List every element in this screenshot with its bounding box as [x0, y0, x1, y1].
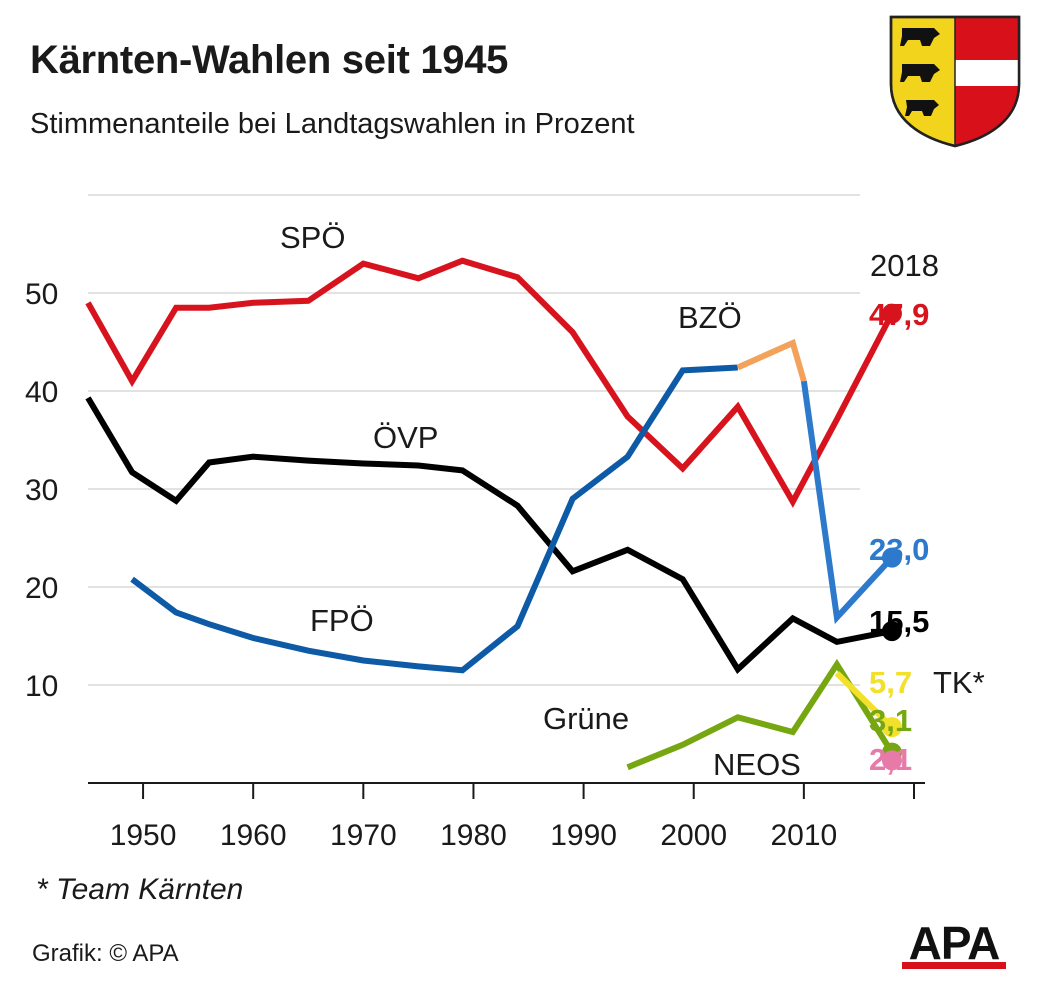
series-line [85, 396, 893, 674]
end-value-label: 15,5 [869, 604, 929, 639]
series-line [834, 671, 895, 730]
apa-logo-bar [902, 962, 1006, 969]
series-name-label: ÖVP [373, 420, 438, 455]
end-value-label: 3,1 [869, 703, 912, 738]
series-name-label: SPÖ [280, 220, 345, 255]
y-tick-label: 40 [25, 376, 58, 409]
x-tick-label: 1980 [440, 819, 507, 852]
x-tick-label: 1950 [110, 819, 177, 852]
series-line [736, 338, 807, 383]
chart-subtitle: Stimmenanteile bei Landtagswahlen in Pro… [30, 108, 635, 140]
apa-logo-text: APA [908, 917, 1001, 969]
series-line [85, 257, 895, 508]
x-tick-label: 1970 [330, 819, 397, 852]
y-tick-label: 30 [25, 474, 58, 507]
y-tick-label: 20 [25, 572, 58, 605]
end-point-dot [881, 303, 902, 324]
series-name-label: BZÖ [678, 300, 742, 335]
series-line [130, 364, 738, 674]
chart-title: Kärnten-Wahlen seit 1945 [30, 38, 509, 82]
y-tick-label: 50 [25, 278, 58, 311]
series-name-label: FPÖ [310, 603, 374, 638]
x-tick-label: 1990 [550, 819, 617, 852]
carinthia-coat-of-arms-icon [889, 15, 1021, 148]
end-point-dot [881, 750, 902, 771]
source-credit: Grafik: © APA [32, 940, 179, 967]
apa-logo: APA [898, 917, 1010, 970]
end-value-label: 47,9 [869, 297, 929, 332]
end-value-label: 5,7 [869, 665, 912, 700]
end-point-dot [881, 621, 902, 642]
series-name-label: TK* [933, 665, 985, 700]
y-tick-label: 10 [25, 670, 58, 703]
end-point-dot [881, 717, 902, 738]
end-point-dot [881, 547, 902, 568]
series-line [800, 380, 895, 625]
end-year-label: 2018 [870, 248, 939, 283]
series-name-label: Grüne [543, 701, 629, 736]
footnote: * Team Kärnten [36, 873, 244, 906]
x-tick-label: 1960 [220, 819, 287, 852]
x-tick-label: 2000 [660, 819, 727, 852]
end-value-label: 23,0 [869, 532, 929, 567]
series-name-label: NEOS [713, 747, 801, 782]
end-value-label: 2,1 [869, 742, 912, 777]
x-tick-label: 2010 [770, 819, 837, 852]
